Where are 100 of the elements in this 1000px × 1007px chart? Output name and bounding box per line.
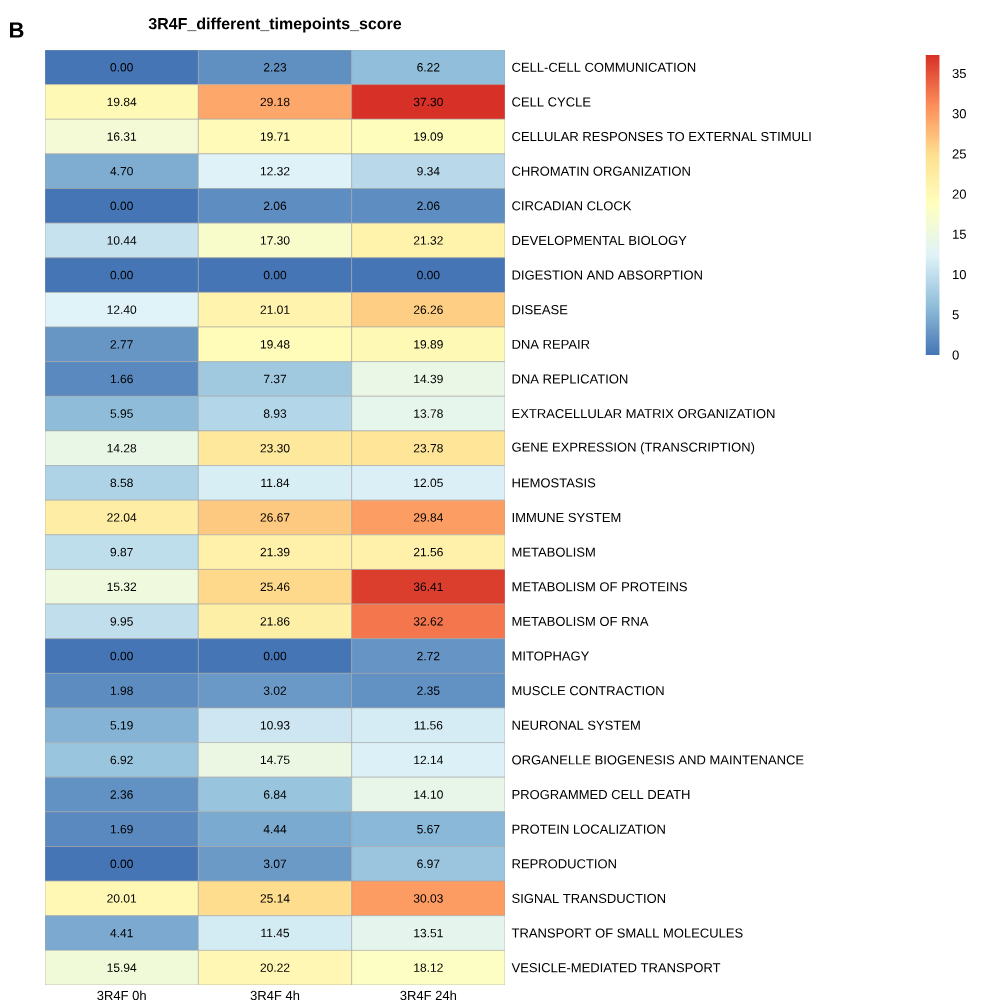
data-label: 6.84 — [263, 790, 287, 799]
data-label: 20.22 — [260, 963, 290, 972]
data-label: 29.84 — [413, 513, 443, 522]
data-label: 2.23 — [263, 63, 287, 72]
data-label: 21.01 — [260, 305, 290, 314]
data-label: 21.32 — [413, 236, 443, 245]
data-label: 14.39 — [414, 374, 443, 384]
data-label: 21.86 — [260, 617, 290, 626]
data-label: 11.45 — [261, 928, 290, 938]
data-label: 7.37 — [263, 374, 287, 384]
data-label: 17.30 — [260, 236, 290, 245]
data-label: 2.35 — [417, 686, 440, 695]
data-label: 10.93 — [260, 721, 290, 730]
color-bar-label: 35 — [952, 68, 966, 79]
data-label: 14.75 — [260, 755, 290, 765]
y-tick-label: METABOLISM — [512, 547, 595, 557]
data-label: 1.69 — [110, 824, 133, 834]
x-tick-label: 3R4F 0h — [97, 990, 146, 1001]
data-label: 16.31 — [107, 132, 137, 141]
data-label: 25.46 — [260, 582, 290, 591]
data-label: 21.39 — [260, 547, 290, 557]
data-label: 19.89 — [414, 340, 443, 349]
y-tick-label: GENE EXPRESSION (TRANSCRIPTION) — [512, 442, 755, 455]
y-tick-label: DNA REPAIR — [512, 339, 590, 349]
chart-title: 3R4F_different_timepoints_score — [148, 17, 402, 33]
color-bar-label: 30 — [952, 109, 966, 119]
data-label: 2.06 — [417, 201, 440, 211]
data-label: 14.10 — [414, 790, 443, 799]
data-label: 8.58 — [110, 478, 133, 488]
data-label: 15.32 — [107, 582, 137, 591]
data-label: 14.28 — [107, 443, 137, 453]
data-label: 19.09 — [414, 132, 443, 141]
data-label: 23.78 — [413, 443, 443, 453]
y-tick-label: CELL-CELL COMMUNICATION — [512, 62, 696, 72]
data-label: 37.30 — [413, 97, 443, 107]
data-label: 0.00 — [110, 859, 133, 869]
y-tick-label: MUSCLE CONTRACTION — [512, 686, 664, 696]
color-bar-label: 15 — [953, 229, 966, 239]
data-label: 36.41 — [413, 582, 443, 591]
data-label: 4.44 — [263, 825, 287, 834]
data-label: 10.44 — [107, 236, 137, 245]
color-bar-label: 25 — [952, 149, 966, 159]
data-label: 30.03 — [413, 894, 443, 903]
data-label: 23.30 — [260, 443, 290, 453]
data-label: 15.94 — [107, 963, 137, 972]
data-label: 3.07 — [263, 859, 287, 869]
y-tick-label: PROGRAMMED CELL DEATH — [512, 789, 690, 800]
data-label: 4.41 — [110, 928, 133, 938]
data-label: 29.18 — [260, 97, 290, 107]
y-tick-label: PROTEIN LOCALIZATION — [512, 824, 665, 834]
color-bar-label: 5 — [952, 310, 959, 320]
y-tick-label: EXTRACELLULAR MATRIX ORGANIZATION — [512, 409, 775, 419]
data-label: 5.67 — [417, 824, 440, 834]
y-tick-label: MITOPHAGY — [512, 651, 590, 661]
data-label: 6.22 — [417, 63, 440, 72]
y-tick-label: CELL CYCLE — [512, 97, 591, 107]
y-tick-label: CIRCADIAN CLOCK — [512, 201, 632, 211]
data-label: 12.32 — [260, 166, 290, 176]
y-tick-label: REPRODUCTION — [512, 859, 616, 869]
x-tick-label: 3R4F 24h — [400, 990, 457, 1001]
data-label: 13.51 — [414, 928, 443, 938]
data-label: 21.56 — [413, 547, 443, 557]
x-tick-label: 3R4F 4h — [250, 990, 300, 1001]
data-label: 0.00 — [263, 651, 287, 661]
y-tick-label: DIGESTION AND ABSORPTION — [512, 270, 702, 280]
y-tick-label: METABOLISM OF PROTEINS — [512, 582, 687, 592]
data-label: 2.77 — [110, 340, 133, 349]
color-bar-label: 0 — [952, 350, 959, 360]
y-tick-label: DISEASE — [512, 305, 568, 315]
y-tick-label: ORGANELLE BIOGENESIS AND MAINTENANCE — [512, 755, 804, 765]
data-label: 5.95 — [110, 409, 133, 418]
y-tick-label: CHROMATIN ORGANIZATION — [512, 166, 690, 176]
data-label: 0.00 — [110, 270, 133, 280]
data-label: 6.92 — [110, 755, 133, 765]
data-label: 26.67 — [260, 513, 290, 522]
data-label: 6.97 — [417, 859, 440, 869]
data-label: 13.78 — [414, 409, 443, 418]
data-label: 5.19 — [110, 721, 133, 730]
data-label: 9.87 — [110, 547, 133, 557]
data-label: 9.95 — [110, 617, 133, 626]
y-tick-label: VESICLE-MEDIATED TRANSPORT — [511, 963, 721, 973]
data-label: 22.04 — [107, 513, 137, 522]
y-tick-label: DNA REPLICATION — [512, 374, 628, 384]
y-tick-label: TRANSPORT OF SMALL MOLECULES — [511, 928, 743, 938]
y-tick-label: HEMOSTASIS — [512, 478, 596, 488]
color-bar-label: 10 — [953, 269, 966, 280]
data-label: 0.00 — [110, 201, 133, 211]
data-label: 0.00 — [417, 270, 440, 280]
data-label: 12.14 — [414, 755, 443, 765]
data-label: 2.72 — [417, 651, 440, 661]
y-tick-label: METABOLISM OF RNA — [512, 616, 649, 626]
y-tick-label: DEVELOPMENTAL BIOLOGY — [512, 235, 687, 246]
data-label: 9.34 — [417, 166, 440, 176]
data-label: 11.56 — [414, 721, 443, 730]
data-label: 20.01 — [107, 894, 137, 903]
data-label: 0.00 — [110, 651, 133, 661]
data-label: 3.02 — [263, 686, 287, 695]
data-label: 26.26 — [413, 305, 443, 314]
text: B — [10, 22, 24, 38]
data-label: 32.62 — [413, 617, 443, 626]
